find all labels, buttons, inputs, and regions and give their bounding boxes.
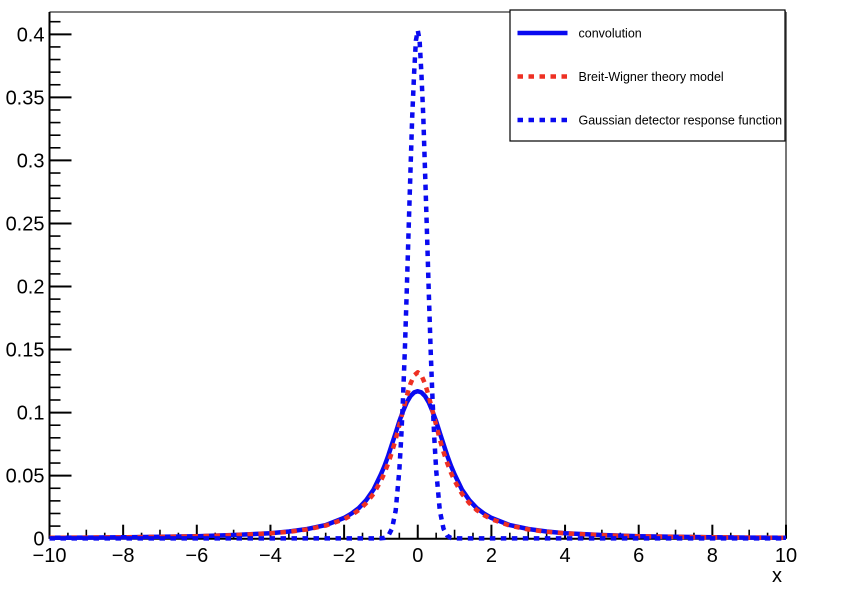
legend-entry: convolution [517, 27, 642, 41]
y-tick-label: 0.1 [17, 403, 45, 425]
x-tick-label: −8 [112, 545, 135, 567]
legend-entry-label: Breit-Wigner theory model [579, 70, 724, 84]
y-tick-label: 0.15 [6, 340, 45, 362]
x-tick-label: 10 [775, 545, 797, 567]
legend-entry-label: convolution [579, 27, 642, 41]
x-axis-title: x [772, 565, 782, 587]
gaussian-response-curve [49, 28, 786, 541]
x-tick-label: −4 [259, 545, 282, 567]
y-tick-label: 0.3 [17, 150, 45, 172]
y-tick-label: 0.2 [17, 277, 45, 299]
legend-entry: Gaussian detector response function [517, 114, 783, 128]
x-tick-label: −10 [33, 545, 67, 567]
axis-tick-labels: −10 −8 −6 −4 −2 0 2 4 6 8 10 0 0.05 0.1 0.15 0.2 0.25 0.3… [6, 24, 798, 567]
convolution-curve [49, 388, 787, 541]
y-tick-label: 0.4 [17, 24, 45, 46]
legend-box: convolution Breit-Wigner theory model Gaus… [509, 9, 786, 142]
legend-entry: Breit-Wigner theory model [517, 70, 724, 84]
y-tick-label: 0.05 [6, 466, 45, 488]
x-tick-label: −6 [185, 545, 208, 567]
legend-entry-label: Gaussian detector response function [579, 114, 783, 128]
x-tick-label: 8 [707, 545, 718, 567]
x-tick-label: 0 [412, 545, 423, 567]
y-tick-label: 0.25 [6, 213, 45, 235]
y-tick-label: 0.35 [6, 87, 45, 109]
x-tick-label: 4 [559, 545, 570, 567]
x-tick-label: −2 [333, 545, 356, 567]
x-tick-label: 6 [633, 545, 644, 567]
data-curves [49, 28, 787, 541]
x-tick-label: 2 [486, 545, 497, 567]
y-tick-label: 0 [33, 529, 44, 551]
breit-wigner-curve [49, 370, 787, 541]
